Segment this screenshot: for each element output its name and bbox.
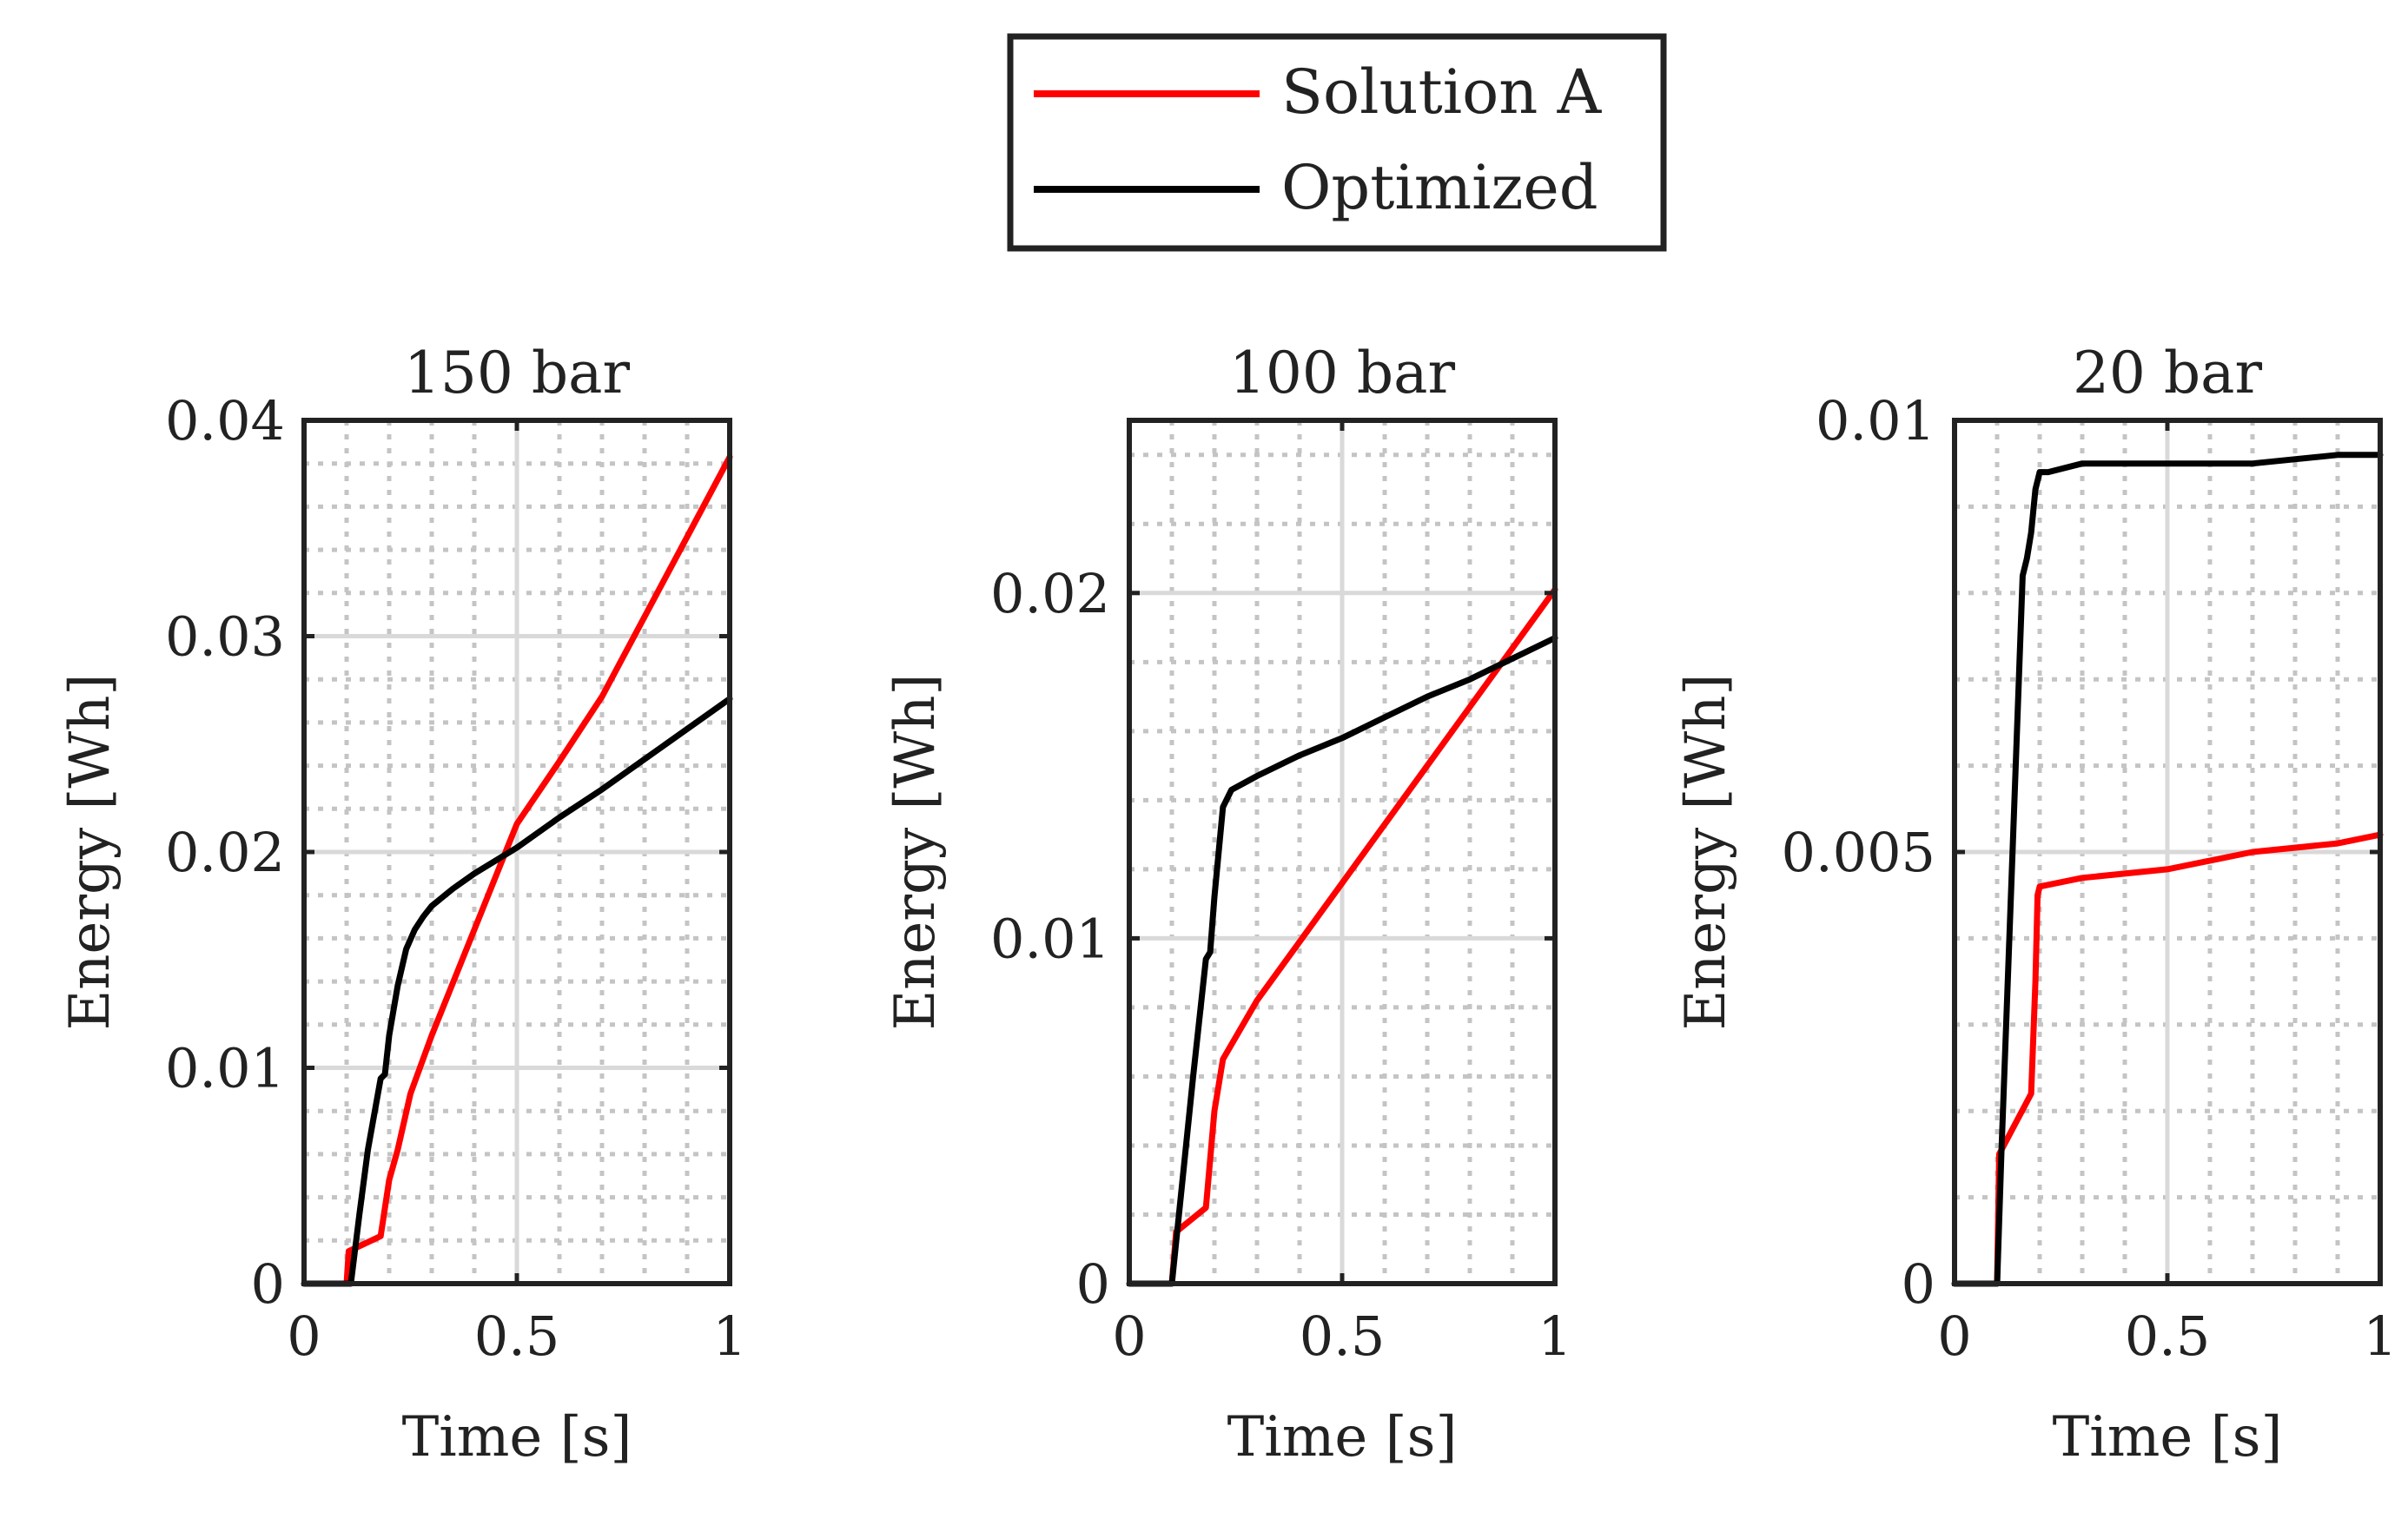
subplot-150-bar-x-tick-label: 0: [287, 1304, 321, 1368]
legend-box: [1007, 33, 1667, 252]
subplot-150-bar-series-solution-a: [343, 453, 733, 1287]
legend: Solution A Optimized: [1007, 33, 1667, 252]
subplot-100-bar-x-tick-label: 0: [1112, 1304, 1146, 1368]
subplot-150-bar-y-axis-label: Energy [Wh]: [58, 674, 122, 1031]
subplot-20-bar-x-tick-label: 0.5: [2125, 1304, 2211, 1368]
subplot-100-bar-y-axis-label: Energy [Wh]: [883, 674, 948, 1031]
subplot-100-bar-x-axis-label: Time [s]: [1227, 1405, 1458, 1469]
subplot-150-bar-y-tick-label: 0.03: [165, 605, 285, 669]
subplot-20-bar-y-tick-label: 0.01: [1816, 389, 1935, 452]
subplot-150-bar-y-tick-label: 0: [251, 1252, 285, 1316]
subplot-150-bar-y-tick-label: 0.02: [165, 821, 285, 884]
subplot-20-bar-y-tick-label: 0.005: [1782, 821, 1936, 884]
subplot-100-bar-x-tick-label: 0.5: [1300, 1304, 1386, 1368]
subplot-20-bar-title: 20 bar: [2073, 340, 2263, 406]
subplot-20-bar-y-axis-label: Energy [Wh]: [1674, 674, 1738, 1031]
subplot-150-bar-series-optimized: [301, 696, 733, 1287]
subplot-100-bar-y-tick-label: 0.02: [990, 562, 1110, 625]
subplot-20-bar-x-axis-label: Time [s]: [2053, 1405, 2283, 1469]
subplot-150-bar-y-tick-label: 0.04: [165, 389, 285, 452]
subplot-20-bar-x-tick-label: 0: [1937, 1304, 1971, 1368]
subplot-150-bar-title: 150 bar: [404, 340, 631, 406]
subplot-100-bar-y-tick-label: 0.01: [990, 907, 1110, 970]
subplot-150-bar-x-tick-label: 1: [712, 1304, 746, 1368]
legend-label-optimized: Optimized: [1281, 152, 1598, 223]
subplot-100-bar-series-solution-a: [1168, 586, 1558, 1287]
subplot-100-bar-series-optimized: [1126, 635, 1558, 1287]
subplot-20-bar-series-optimized: [1951, 452, 2384, 1287]
subplot-20-bar-x-tick-label: 1: [2363, 1304, 2397, 1368]
subplot-20-bar: 0 0.5 1 0 0.005 0.01 20 bar Time [s] Energy [Wh]: [1674, 340, 2398, 1469]
subplot-100-bar-title: 100 bar: [1229, 340, 1456, 406]
subplot-150-bar-y-tick-label: 0.01: [165, 1037, 285, 1100]
legend-label-solution-a: Solution A: [1281, 56, 1603, 128]
subplot-150-bar-x-tick-label: 0.5: [474, 1304, 560, 1368]
subplot-20-bar-y-tick-label: 0: [1902, 1252, 1935, 1316]
subplot-100-bar-y-tick-label: 0: [1076, 1252, 1110, 1316]
subplot-20-bar-series-solution-a: [1994, 831, 2384, 1287]
subplot-100-bar: 0 0.5 1 0 0.01 0.02 100 bar Time [s] Energy [Wh]: [883, 340, 1572, 1469]
subplot-150-bar: 0 0.5 1 0 0.01 0.02 0.03 0.04 150 bar Time [s] Ene…: [58, 340, 747, 1469]
subplot-150-bar-x-axis-label: Time [s]: [402, 1405, 632, 1469]
subplot-100-bar-x-tick-label: 1: [1538, 1304, 1571, 1368]
